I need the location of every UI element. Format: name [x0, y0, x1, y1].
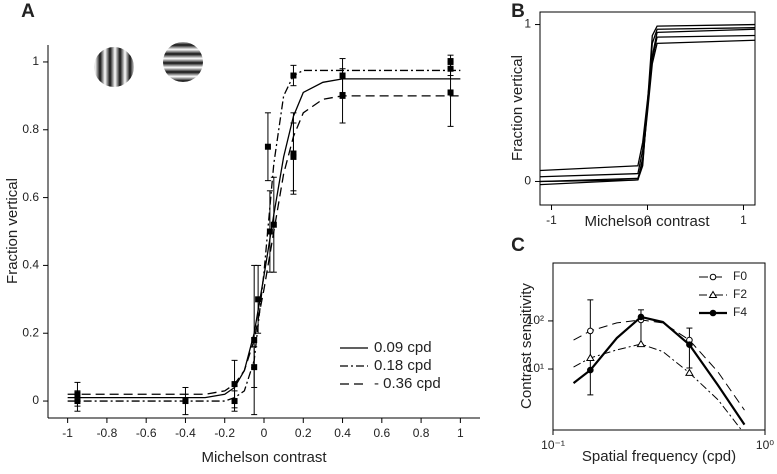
panel-letter: C [511, 235, 525, 256]
series-line [573, 343, 743, 430]
x-tick-label: 1 [740, 213, 747, 227]
y-axis-title: Contrast sensitivity [518, 283, 535, 409]
data-point [270, 221, 277, 228]
x-tick-label: 0 [261, 426, 268, 440]
x-tick-label: -1 [546, 213, 557, 227]
vertical-grating [94, 47, 134, 87]
marker [587, 327, 594, 335]
legend-label: F0 [733, 269, 747, 283]
series-line [67, 95, 461, 395]
y-tick-label: 1 [32, 54, 39, 68]
x-axis-title: Michelson contrast [201, 449, 327, 466]
data-point [290, 150, 297, 157]
y-tick-label: 0.6 [22, 190, 39, 204]
y-tick-label: 0 [524, 174, 531, 188]
x-tick-label: 10⁻¹ [541, 438, 565, 452]
data-point [251, 337, 258, 344]
data-point [447, 58, 454, 65]
legend-label: F2 [733, 287, 747, 301]
marker [685, 368, 694, 376]
y-axis-title: Fraction vertical [4, 178, 21, 284]
data-point [255, 296, 262, 303]
panel-letter: A [21, 1, 35, 22]
x-tick-label: 0.2 [295, 426, 312, 440]
series-line [573, 319, 745, 411]
data-point [339, 72, 346, 79]
marker [585, 353, 595, 361]
panel-letter: B [511, 1, 525, 22]
marker [709, 309, 717, 317]
plot-area [540, 23, 755, 186]
data-point [447, 89, 454, 96]
marker [708, 290, 718, 298]
series-line [67, 78, 461, 399]
data-point [339, 92, 346, 99]
y-axis-title: Fraction vertical [509, 55, 526, 161]
marker [709, 273, 717, 281]
y-tick-label: 0.2 [22, 325, 39, 339]
x-tick-label: -0.8 [97, 426, 118, 440]
x-tick-label: 0 [644, 213, 651, 227]
data-point [74, 391, 81, 398]
data-point [266, 228, 273, 235]
series-line [67, 69, 461, 402]
marker [587, 366, 594, 374]
data-point [264, 143, 271, 150]
series-line [540, 27, 755, 183]
series-line [572, 315, 746, 426]
x-axis-title: Michelson contrast [584, 213, 710, 230]
y-tick-label: 10² [527, 313, 544, 327]
marker [686, 341, 693, 349]
y-tick-label: 1 [524, 17, 531, 31]
marker [637, 313, 645, 321]
x-tick-label: -1 [62, 426, 73, 440]
x-tick-label: 0.6 [373, 426, 390, 440]
x-tick-label: 1 [457, 426, 464, 440]
x-axis-title: Spatial frequency (cpd) [582, 448, 736, 465]
plot-frame [552, 262, 766, 431]
plot-area [67, 54, 461, 416]
data-point [231, 381, 238, 388]
x-tick-label: 0.4 [334, 426, 351, 440]
x-tick-label: -0.2 [214, 426, 235, 440]
y-tick-label: 10¹ [527, 361, 544, 375]
legend-label: 0.09 cpd [374, 339, 432, 356]
y-tick-label: 0.4 [22, 258, 39, 272]
x-tick-label: -0.6 [136, 426, 157, 440]
data-point [290, 72, 297, 79]
legend-label: - 0.36 cpd [374, 375, 441, 392]
marker [636, 339, 646, 348]
x-tick-label: 10⁰ [756, 438, 774, 452]
x-tick-label: 0.8 [413, 426, 430, 440]
data-point [182, 398, 189, 405]
x-tick-label: -0.4 [175, 426, 196, 440]
y-tick-label: 0.8 [22, 122, 39, 136]
legend-label: F4 [733, 305, 747, 319]
y-tick-label: 0 [32, 393, 39, 407]
plot-area [572, 299, 746, 430]
horizontal-grating [163, 42, 203, 82]
legend-label: 0.18 cpd [374, 357, 432, 374]
